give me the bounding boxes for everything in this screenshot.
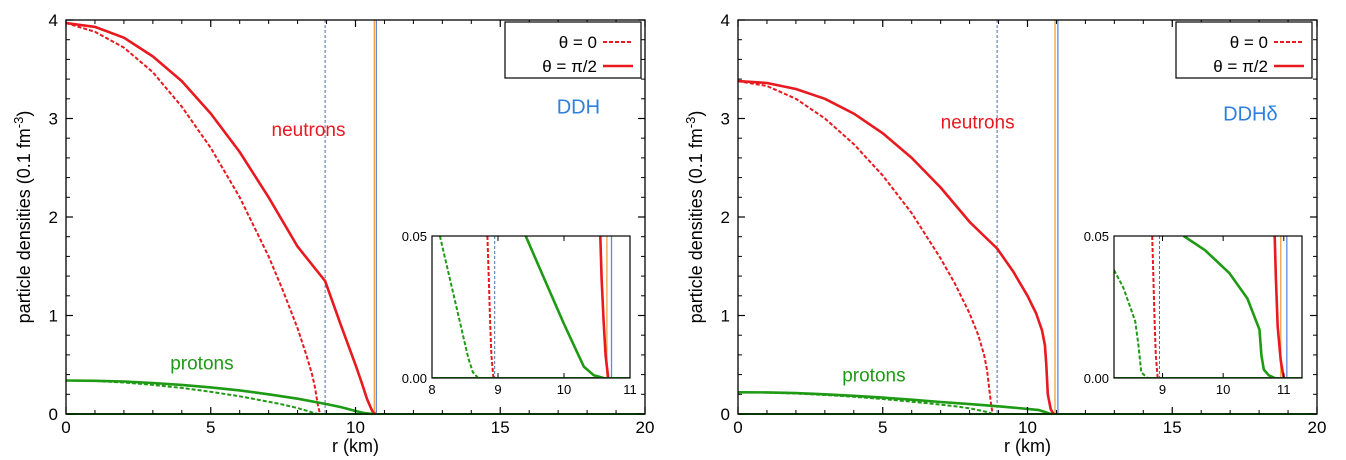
inset-x-tick-label: 10 — [557, 382, 571, 397]
y-axis-label-superscript: -3 — [11, 117, 26, 129]
inset-x-tick-label: 11 — [623, 382, 637, 397]
inset-background — [1114, 236, 1302, 378]
x-tick-label: 15 — [1163, 418, 1182, 437]
panel-2: 0 5 10 15 20 0 1 2 3 4 r (km) particle densities (0… — [683, 11, 1326, 456]
inset-x-tick-label: 11 — [1277, 382, 1291, 397]
inset-y-tick-label: 0.00 — [1084, 371, 1109, 386]
inset-y-tick-label: 0.00 — [402, 371, 427, 386]
legend-box — [504, 21, 642, 79]
inset-neutrons-line — [486, 236, 495, 378]
y-axis-label-superscript: -3 — [683, 117, 698, 129]
x-tick-label: 15 — [491, 418, 510, 437]
y-axis-label: particle densities (0.1 fm-3) — [683, 111, 706, 324]
x-tick-label: 10 — [346, 418, 365, 437]
inset-protons-line — [438, 236, 479, 378]
x-axis-label: r (km) — [332, 436, 379, 456]
y-tick-label: 2 — [49, 208, 58, 227]
inset-neutrons-line — [1151, 236, 1159, 378]
x-tick-label: 10 — [1018, 418, 1037, 437]
neutrons-annotation: neutrons — [941, 112, 1015, 133]
inset-frame — [431, 235, 631, 379]
y-axis-label-close: ) — [14, 111, 34, 117]
x-tick-label: 0 — [733, 418, 742, 437]
y-tick-label: 0 — [721, 405, 730, 424]
inset-protons-line — [524, 236, 604, 378]
protons-annotation: protons — [170, 354, 233, 375]
inset-neutrons-line — [599, 236, 610, 378]
inset-x-tick-label: 9 — [1159, 382, 1166, 397]
legend-entry-label: θ = 0 — [559, 33, 597, 52]
legend-box — [1175, 21, 1313, 79]
y-axis-label-main: particle densities (0.1 fm — [686, 128, 706, 323]
y-tick-label: 2 — [721, 208, 730, 227]
neutrons-theta-pi2-line — [65, 21, 377, 416]
neutrons-annotation: neutrons — [272, 120, 346, 141]
y-tick-label: 3 — [721, 110, 730, 129]
y-tick-label: 4 — [49, 11, 58, 30]
protons-annotation: protons — [842, 365, 905, 386]
legend-entry-label: θ = π/2 — [1213, 57, 1268, 76]
y-tick-label: 3 — [49, 110, 58, 129]
inset-x-tick-label: 8 — [428, 382, 435, 397]
neutrons-theta-pi2-line — [737, 79, 1055, 415]
inset-y-tick-label: 0.05 — [402, 229, 427, 244]
panel-1: 0 5 10 15 20 0 1 2 3 4 r (km) particle densities (0… — [11, 11, 654, 456]
inset-plot: 8 9 10 11 0.00 0.05 — [402, 229, 637, 397]
inset-x-tick-label: 9 — [494, 382, 501, 397]
legend-entry-label: θ = 0 — [1230, 33, 1268, 52]
inset-x-tick-label: 10 — [1216, 382, 1230, 397]
inset-y-tick-label: 0.05 — [1084, 229, 1109, 244]
inset-content — [432, 236, 630, 378]
y-tick-label: 1 — [49, 307, 58, 326]
y-axis-label-close: ) — [686, 111, 706, 117]
neutrons-theta0-line — [65, 22, 322, 415]
inset-protons-line — [1114, 269, 1149, 378]
x-tick-label: 5 — [206, 418, 215, 437]
x-tick-label: 0 — [61, 418, 70, 437]
x-tick-label: 20 — [1308, 418, 1327, 437]
protons-theta-pi2-line — [65, 379, 374, 416]
y-tick-label: 1 — [721, 307, 730, 326]
neutrons-theta0-line — [737, 80, 994, 415]
x-tick-label: 5 — [878, 418, 887, 437]
y-tick-label: 0 — [49, 405, 58, 424]
inset-background — [432, 236, 630, 378]
inset-frame — [1113, 235, 1303, 379]
y-axis-label-main: particle densities (0.1 fm — [14, 128, 34, 323]
inset-protons-line — [1182, 236, 1276, 378]
x-axis-label: r (km) — [1004, 436, 1051, 456]
inset-plot: 9 10 11 0.00 0.05 — [1084, 229, 1303, 397]
inset-content — [1114, 236, 1302, 378]
y-tick-label: 4 — [721, 11, 730, 30]
model-label: DDHδ — [1223, 103, 1277, 125]
model-label: DDH — [557, 97, 600, 119]
legend-entry-label: θ = π/2 — [542, 57, 597, 76]
x-tick-label: 20 — [636, 418, 655, 437]
protons-theta-pi2-line — [737, 390, 1053, 416]
y-axis-label: particle densities (0.1 fm-3) — [11, 111, 34, 324]
inset-neutrons-line — [1273, 236, 1286, 378]
